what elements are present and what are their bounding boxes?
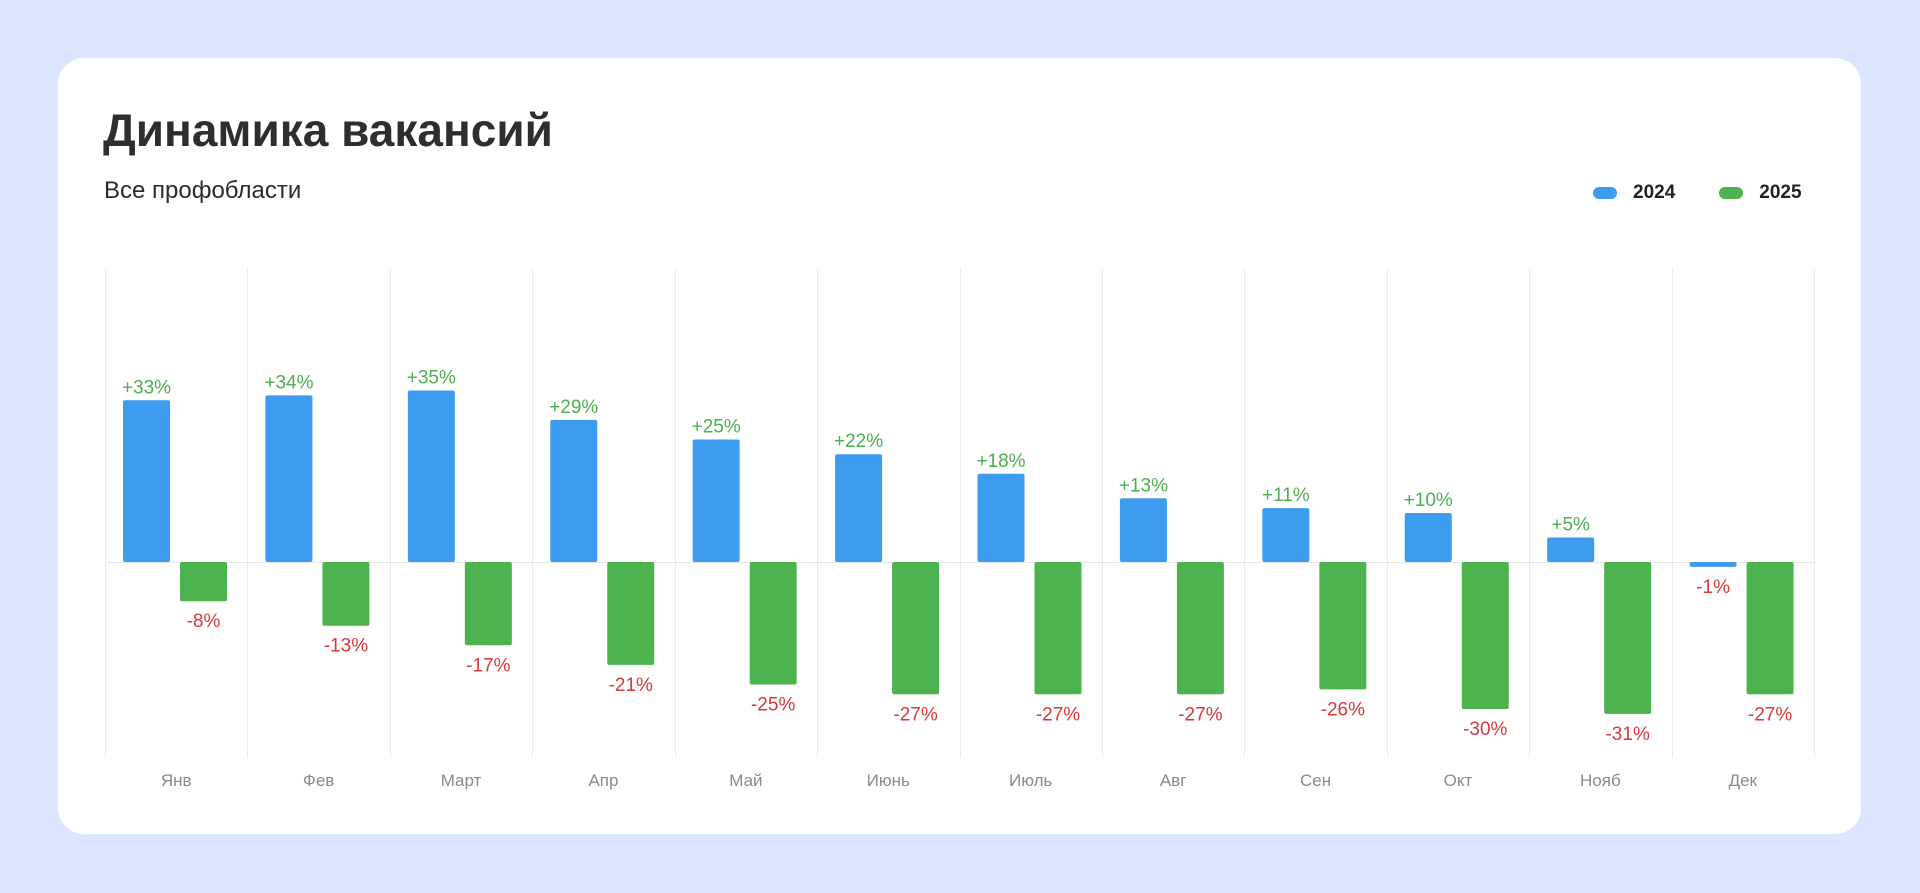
- data-label-2025-1: -8%: [187, 611, 221, 632]
- data-label-2025-3: -17%: [466, 655, 510, 676]
- bar-2024-11: [1547, 537, 1595, 562]
- data-label-2024-9: +11%: [1262, 485, 1310, 506]
- data-label-2025-11: -31%: [1605, 724, 1649, 745]
- data-label-2024-7: +18%: [976, 451, 1025, 472]
- data-label-2024-3: +35%: [407, 368, 456, 389]
- x-tick-label-7: Июль: [1009, 771, 1053, 790]
- data-label-2024-10: +10%: [1404, 490, 1453, 511]
- legend-item-2025: 2025: [1719, 182, 1802, 204]
- data-label-2025-12: -27%: [1748, 704, 1792, 725]
- data-label-2024-1: +33%: [122, 377, 171, 398]
- bar-2024-4: [550, 419, 598, 562]
- legend: 2024 2025: [1593, 182, 1802, 204]
- legend-item-2024: 2024: [1593, 182, 1675, 204]
- x-tick-label-1: Янв: [161, 771, 192, 790]
- chart-plot: +33% -8% Янв +34% -13% Фев +35% -17% Март +29% -21…: [105, 268, 1815, 790]
- bar-2025-2: [322, 562, 370, 626]
- data-label-2025-9: -26%: [1321, 699, 1365, 720]
- data-label-2024-12: -1%: [1696, 577, 1730, 598]
- x-tick-label-6: Июнь: [867, 771, 910, 790]
- x-tick-label-11: Нояб: [1580, 771, 1621, 790]
- bar-2025-3: [464, 562, 512, 646]
- legend-swatch-2025: [1719, 187, 1744, 199]
- data-label-2025-2: -13%: [324, 636, 368, 657]
- data-label-2025-4: -21%: [609, 675, 653, 696]
- chart-card: Динамика вакансий Все профобласти 2024 2…: [58, 58, 1861, 834]
- bar-2025-10: [1461, 562, 1509, 709]
- data-label-2025-8: -27%: [1178, 704, 1222, 725]
- bar-2024-10: [1404, 513, 1452, 562]
- data-label-2025-7: -27%: [1036, 704, 1080, 725]
- bar-2024-5: [692, 439, 740, 562]
- bar-2024-9: [1262, 508, 1310, 562]
- x-tick-label-10: Окт: [1444, 771, 1473, 790]
- bar-2025-9: [1319, 562, 1367, 690]
- data-label-2024-2: +34%: [264, 372, 313, 393]
- data-label-2024-5: +25%: [692, 417, 741, 438]
- bar-2024-1: [123, 400, 170, 562]
- x-tick-label-4: Апр: [588, 771, 618, 790]
- bar-2025-6: [892, 562, 940, 695]
- x-tick-label-3: Март: [441, 771, 482, 790]
- data-label-2025-6: -27%: [893, 704, 937, 725]
- data-label-2024-6: +22%: [834, 431, 883, 452]
- data-label-2024-8: +13%: [1119, 475, 1168, 496]
- legend-label-2025: 2025: [1759, 182, 1802, 203]
- data-label-2024-11: +5%: [1551, 515, 1590, 536]
- bar-2025-7: [1034, 562, 1082, 695]
- data-label-2025-5: -25%: [751, 695, 795, 716]
- chart-title: Динамика вакансий: [103, 104, 553, 156]
- x-tick-label-9: Сен: [1300, 771, 1331, 790]
- bar-2025-5: [749, 562, 797, 685]
- legend-swatch-2024: [1593, 187, 1617, 199]
- x-tick-label-5: Май: [729, 771, 762, 790]
- bar-2025-1: [180, 562, 227, 602]
- bar-2024-8: [1119, 498, 1167, 562]
- x-tick-label-8: Авг: [1160, 771, 1187, 790]
- x-tick-label-2: Фев: [303, 771, 334, 790]
- chart-subtitle: Все профобласти: [104, 177, 302, 204]
- x-tick-label-12: Дек: [1729, 771, 1758, 790]
- bar-2024-7: [977, 473, 1025, 562]
- bar-2024-2: [265, 395, 313, 562]
- bar-2025-8: [1176, 562, 1224, 695]
- bar-2024-12: [1689, 562, 1737, 567]
- bar-2024-3: [407, 390, 455, 562]
- bar-2025-4: [607, 562, 655, 665]
- legend-label-2024: 2024: [1633, 182, 1676, 203]
- data-label-2024-4: +29%: [549, 397, 598, 418]
- bar-2025-12: [1746, 562, 1794, 695]
- data-label-2025-10: -30%: [1463, 719, 1507, 740]
- bar-2025-11: [1604, 562, 1652, 714]
- bar-2024-6: [835, 454, 883, 562]
